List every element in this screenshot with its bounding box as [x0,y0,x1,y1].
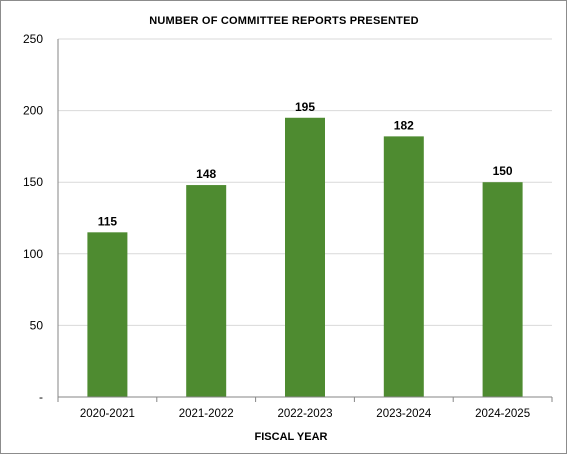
data-label: 195 [295,100,315,114]
x-tick-label: 2023-2024 [376,408,432,420]
axes [57,39,553,402]
x-axis-title: FISCAL YEAR [255,431,328,443]
bar [482,182,523,397]
y-tick-label: 100 [23,247,43,261]
y-tick-label: 150 [23,175,43,189]
data-label: 182 [394,118,414,132]
x-tick-label: 2022-2023 [278,408,333,420]
data-label: 148 [196,167,216,181]
bars [87,117,523,397]
labels: - 50 100 150 200 250 115 2020-2021 148 2021-2022 1… [23,32,530,420]
y-tick-label: 200 [23,104,43,118]
bar [383,136,424,397]
y-tick-label: 250 [23,32,43,46]
data-label: 115 [98,214,118,228]
x-tick-label: 2020-2021 [80,408,135,420]
data-label: 150 [493,164,513,178]
bar [87,232,128,397]
x-tick-label: 2024-2025 [475,408,530,420]
y-tick-label: 50 [30,318,44,332]
x-tick-label: 2021-2022 [179,408,234,420]
bar [285,117,325,397]
chart-title: NUMBER OF COMMITTEE REPORTS PRESENTED [149,15,419,27]
y-tick-label: - [39,390,43,404]
bar [186,185,227,397]
